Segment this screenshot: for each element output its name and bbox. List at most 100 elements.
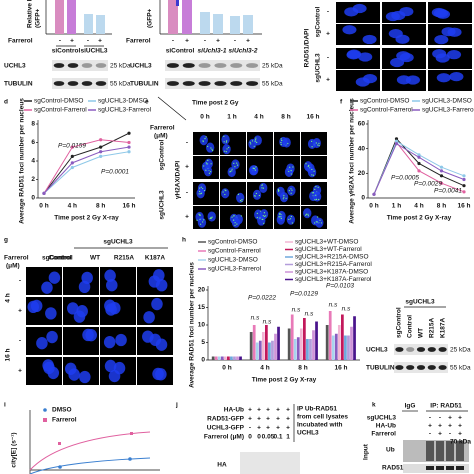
panel-label: f (340, 99, 343, 106)
legend-marker (43, 408, 47, 412)
focus (311, 192, 313, 194)
band (166, 81, 179, 86)
x-tick-label: 8 h (437, 203, 446, 210)
nucleus (143, 311, 155, 324)
bar (265, 325, 268, 360)
focus (315, 194, 317, 196)
band (446, 466, 454, 470)
focus (315, 186, 317, 188)
label: siUCHL3 (80, 48, 107, 55)
label: + (257, 407, 261, 414)
nucleus (78, 280, 91, 294)
label: (μM) (154, 133, 168, 140)
nucleus (113, 361, 126, 375)
data-point (70, 165, 74, 170)
label: + (185, 164, 189, 171)
band (214, 63, 227, 68)
bar (290, 314, 294, 360)
x-tick-label: 4 h (414, 203, 423, 210)
focus (210, 147, 212, 149)
bar (211, 356, 215, 360)
legend-label: sgControl-DMSO (34, 98, 83, 105)
nucleus (253, 135, 262, 146)
x-tick-label: 0 h (39, 203, 48, 210)
bar (296, 337, 300, 360)
label: 16 h (306, 114, 319, 121)
focus (283, 196, 285, 198)
focus (261, 184, 263, 186)
data-point (417, 155, 421, 159)
label: + (286, 425, 290, 432)
label: + (98, 38, 102, 45)
label: UCHL3 (4, 63, 26, 70)
bar (217, 356, 221, 360)
band (406, 347, 415, 352)
y-axis-title: Average RAD51 foci number per nucleus (189, 262, 196, 388)
legend-label: sgControl-DMSO (208, 239, 257, 246)
focus (199, 214, 201, 216)
band (416, 347, 426, 352)
focus (240, 215, 242, 217)
smear (446, 441, 454, 461)
label: + (438, 431, 442, 438)
bar (230, 356, 233, 360)
focus (292, 166, 294, 168)
nucleus (27, 300, 40, 314)
legend-label: sgUCHL3+WT-Farrerol (295, 246, 362, 253)
label: Ub (386, 447, 395, 454)
label: + (428, 423, 432, 430)
focus (318, 198, 320, 201)
focus (251, 140, 254, 142)
blot (52, 60, 108, 71)
bar (299, 328, 303, 360)
nucleus (434, 34, 449, 45)
focus (289, 166, 291, 168)
band (230, 63, 243, 68)
nucleus (259, 209, 269, 220)
band (456, 466, 464, 470)
bar (306, 339, 309, 360)
focus (290, 169, 292, 172)
focus (256, 216, 258, 219)
y-tick-label: 2 (31, 176, 35, 183)
bar (334, 333, 338, 360)
label: - (429, 431, 431, 438)
focus (236, 164, 239, 166)
nucleus (197, 217, 207, 228)
nucleus (347, 49, 362, 59)
label: Farrerol (52, 417, 77, 424)
bar-fragment (84, 14, 93, 34)
label: γH2AX/DAPI (175, 161, 182, 199)
focus (223, 141, 225, 143)
label: TUBULIN (130, 81, 159, 88)
label: - (186, 190, 188, 197)
focus (317, 144, 319, 146)
nucleus (204, 158, 213, 169)
focus (234, 222, 236, 224)
x-axis-title: Time post 2 Gy X-ray (54, 215, 119, 222)
nucleus (307, 167, 317, 178)
focus (224, 150, 226, 152)
label: sgControl (159, 139, 166, 170)
label: - (19, 278, 21, 285)
data-point (99, 150, 103, 154)
focus (224, 193, 226, 196)
data-point (417, 161, 421, 166)
focus (225, 151, 227, 153)
focus (236, 223, 238, 225)
label: 0.1 (273, 434, 282, 441)
focus (241, 198, 243, 201)
focus (282, 198, 284, 200)
y-tick-label: 20 (358, 170, 366, 177)
label: + (276, 407, 280, 414)
focus (311, 140, 313, 142)
focus (202, 221, 204, 223)
label: + (266, 407, 270, 414)
focus (280, 216, 282, 218)
series-line (43, 132, 130, 194)
label: + (458, 431, 462, 438)
label: RAD51 (382, 465, 404, 472)
focus (226, 148, 228, 150)
nucleus (405, 75, 420, 85)
focus (205, 136, 207, 138)
